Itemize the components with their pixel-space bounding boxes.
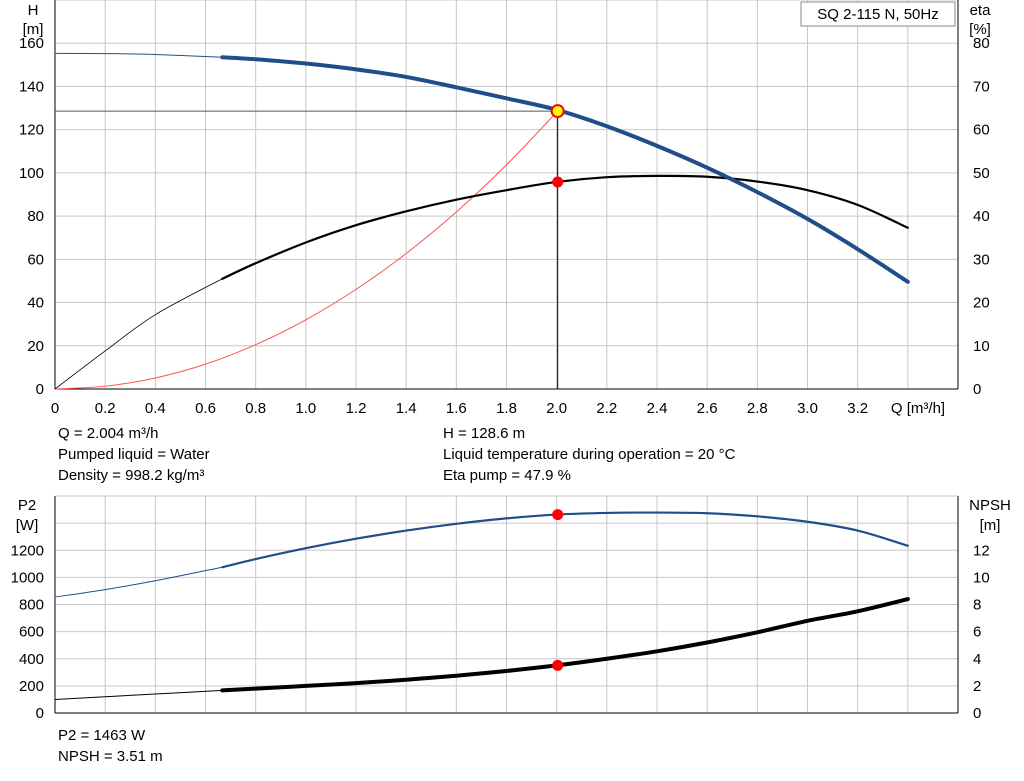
chart-series: [54, 52, 910, 700]
x-tick-label: 2.0: [546, 400, 567, 417]
top-right-axis-label-line1: eta: [970, 2, 992, 19]
x-tick-label: 3.0: [797, 400, 818, 417]
x-tick-label: 0.4: [145, 400, 166, 417]
duty-points: [550, 104, 565, 671]
power-p2-curve: [221, 511, 909, 569]
x-tick-label: 2.8: [747, 400, 768, 417]
bottom-left-tick-label: 600: [19, 624, 44, 641]
bottom-right-axis-label-line1: NPSH: [969, 497, 1011, 514]
x-tick-label: 3.2: [847, 400, 868, 417]
top-right-tick-label: 80: [973, 35, 990, 52]
x-tick-label: 1.2: [346, 400, 367, 417]
bottom-right-tick-label: 2: [973, 678, 981, 695]
top-left-tick-label: 60: [27, 251, 44, 268]
bottom-left-tick-label: 1200: [11, 542, 44, 559]
x-tick-label: 2.2: [596, 400, 617, 417]
head-curve: [220, 55, 910, 284]
x-axis-label: Q [m³/h]: [891, 400, 945, 417]
bottom-left-tick-label: 0: [36, 705, 44, 722]
top-right-tick-label: 40: [973, 208, 990, 225]
bottom-left-tick-label: 200: [19, 678, 44, 695]
legend-title: SQ 2-115 N, 50Hz: [817, 6, 938, 23]
bottom-left-tick-label: 800: [19, 597, 44, 614]
bottom-right-tick-label: 0: [973, 705, 981, 722]
top-left-tick-label: 100: [19, 165, 44, 182]
top-right-tick-label: 70: [973, 78, 990, 95]
top-left-axis-label-line1: H: [28, 2, 39, 19]
x-tick-label: 0.2: [95, 400, 116, 417]
x-tick-label: 0.8: [245, 400, 266, 417]
bottom-right-tick-label: 4: [973, 651, 981, 668]
duty-point-npsh: [552, 659, 564, 671]
bottom-right-tick-label: 8: [973, 597, 981, 614]
x-tick-label: 2.4: [647, 400, 668, 417]
x-tick-label: 1.6: [446, 400, 467, 417]
top-left-tick-label: 80: [27, 208, 44, 225]
top-left-tick-label: 20: [27, 338, 44, 355]
x-tick-label: 0: [51, 400, 59, 417]
bottom-right-tick-label: 12: [973, 542, 990, 559]
bottom-right-axis-label-line2: [m]: [980, 517, 1001, 534]
top-right-tick-label: 60: [973, 122, 990, 139]
info-head: H = 128.6 m: [443, 425, 526, 442]
bottom-left-axis-label-line1: P2: [18, 497, 36, 514]
top-right-tick-label: 20: [973, 295, 990, 312]
bottom-chart-grid: [54, 495, 959, 714]
npsh-curve-extrapolated: [54, 689, 223, 700]
top-right-tick-label: 50: [973, 165, 990, 182]
info-p2: P2 = 1463 W: [58, 727, 146, 744]
axis-tick-labels: 0 0.2 0.4 0.6 0.8 1.0 1.2 1.4 1.6 1.8 2.0 2.2 2.4 2.6…: [11, 35, 990, 722]
info-npsh: NPSH = 3.51 m: [58, 748, 163, 765]
bottom-left-tick-label: 1000: [11, 569, 44, 586]
top-left-tick-label: 120: [19, 122, 44, 139]
info-eta-pump: Eta pump = 47.9 %: [443, 467, 571, 484]
x-tick-label: 1.8: [496, 400, 517, 417]
efficiency-curve-extrapolated: [54, 278, 223, 390]
legend-box: [800, 1, 956, 27]
top-right-tick-label: 30: [973, 251, 990, 268]
x-tick-label: 2.6: [697, 400, 718, 417]
efficiency-curve: [221, 174, 909, 280]
bottom-right-tick-label: 10: [973, 569, 990, 586]
top-left-axis-label-line2: [m]: [23, 21, 44, 38]
top-left-tick-label: 140: [19, 78, 44, 95]
bottom-right-tick-label: 6: [973, 624, 981, 641]
bottom-left-tick-label: 400: [19, 651, 44, 668]
info-liquid-temperature: Liquid temperature during operation = 20…: [443, 446, 736, 463]
top-left-tick-label: 40: [27, 295, 44, 312]
npsh-curve: [220, 597, 910, 693]
duty-point-p2: [552, 509, 564, 521]
top-right-tick-label: 0: [973, 381, 981, 398]
bottom-left-axis-label-line2: [W]: [16, 517, 39, 534]
duty-point-efficiency: [552, 176, 564, 188]
top-left-tick-label: 0: [36, 381, 44, 398]
top-right-axis-label-line2: [%]: [969, 21, 991, 38]
power-p2-curve-extrapolated: [54, 566, 223, 598]
duty-point-head: [550, 104, 565, 119]
system-curve: [54, 110, 559, 390]
top-right-tick-label: 10: [973, 338, 990, 355]
info-flow: Q = 2.004 m³/h: [58, 425, 159, 442]
info-density: Density = 998.2 kg/m³: [58, 467, 205, 484]
x-tick-label: 1.4: [396, 400, 417, 417]
head-curve-extrapolated: [54, 52, 223, 58]
info-pumped-liquid: Pumped liquid = Water: [58, 446, 210, 463]
x-tick-label: 0.6: [195, 400, 216, 417]
x-tick-label: 1.0: [295, 400, 316, 417]
top-left-tick-label: 160: [19, 35, 44, 52]
